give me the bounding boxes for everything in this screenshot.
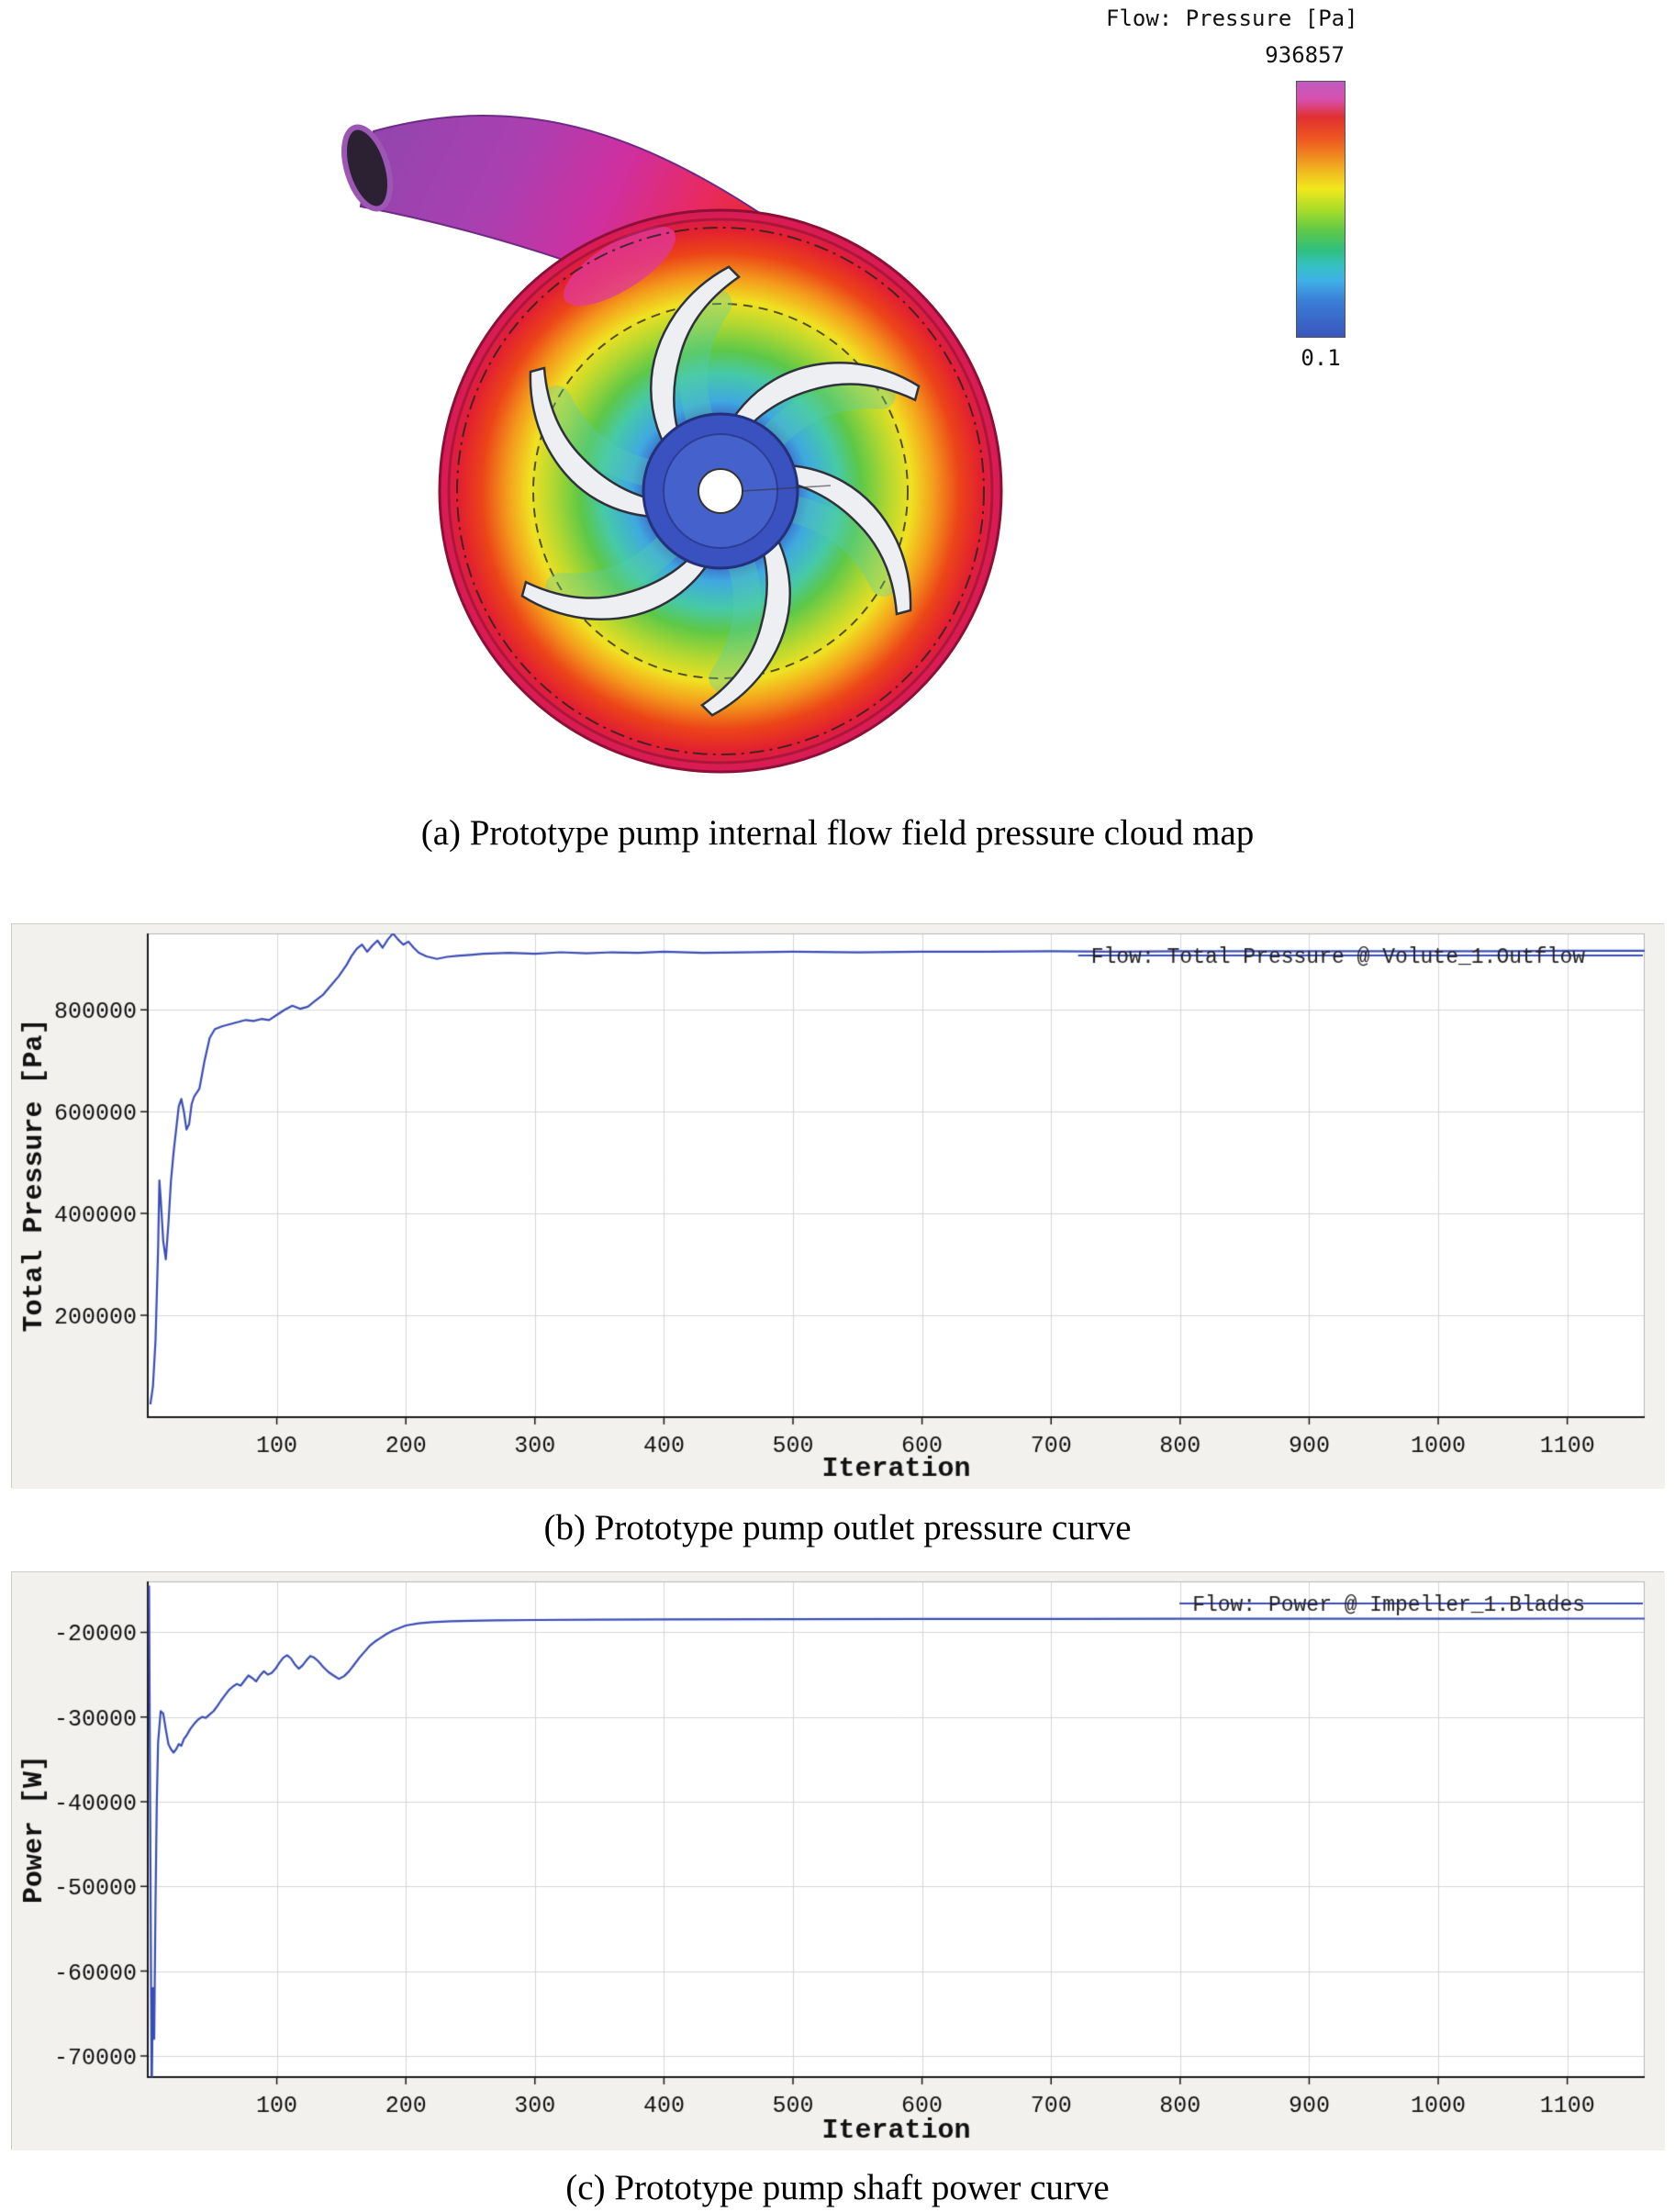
legend-max-value: 936857 xyxy=(1265,42,1345,68)
legend-colorbar xyxy=(1296,81,1346,338)
volute-dash-dot-outline xyxy=(456,227,985,755)
shaft-bore xyxy=(698,468,743,514)
impeller xyxy=(520,265,921,717)
figure-a-pressure-cloud-map: Flow: Pressure [Pa] 936857 0.1 xyxy=(0,0,1675,808)
pump-pressure-contour-image xyxy=(341,114,1003,774)
pipe-outlet-opening xyxy=(341,124,393,212)
legend-title: Flow: Pressure [Pa] xyxy=(1106,6,1358,31)
legend-min-value: 0.1 xyxy=(1301,345,1341,371)
impeller-blade xyxy=(700,516,792,717)
caption-b: (b) Prototype pump outlet pressure curve xyxy=(543,1508,1132,1547)
impeller-blade xyxy=(649,265,741,466)
outlet-pressure-convergence-chart xyxy=(12,924,1665,1489)
impeller-dashed-outline xyxy=(532,303,909,679)
impeller-blade xyxy=(720,361,921,451)
power-chart-panel xyxy=(11,1571,1665,2151)
caption-a: (a) Prototype pump internal flow field p… xyxy=(420,813,1255,853)
pressure-colorbar-legend: Flow: Pressure [Pa] 936857 0.1 xyxy=(1097,6,1363,382)
caption-c: (c) Prototype pump shaft power curve xyxy=(565,2168,1110,2207)
shaft-power-convergence-chart xyxy=(12,1572,1665,2151)
impeller-blade xyxy=(520,531,721,621)
pressure-chart-panel xyxy=(11,923,1665,1489)
